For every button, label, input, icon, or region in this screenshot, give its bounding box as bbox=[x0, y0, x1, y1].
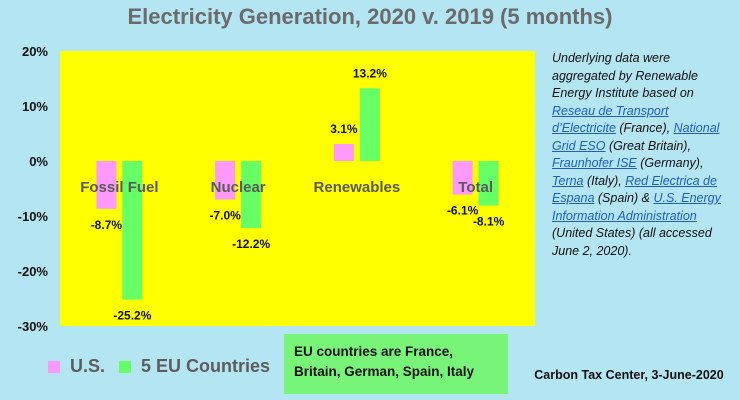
legend-item-us: U.S. bbox=[48, 356, 105, 377]
legend-item-eu: 5 EU Countries bbox=[119, 356, 270, 377]
bar-eu-fossil-fuel bbox=[122, 161, 143, 300]
bar-eu-total bbox=[478, 161, 499, 206]
bar-us-renewables bbox=[333, 143, 354, 161]
y-tick-label: -10% bbox=[18, 209, 49, 224]
source-link-suffix: (France), bbox=[615, 121, 674, 135]
bar-eu-nuclear bbox=[241, 161, 262, 229]
bar-eu-renewables bbox=[359, 88, 380, 161]
credit-text: Carbon Tax Center, 3-June-2020 bbox=[534, 368, 724, 382]
callout-line-1: EU countries are France, bbox=[294, 344, 454, 359]
source-link-2[interactable]: National Grid ESO bbox=[552, 121, 720, 153]
source-link-suffix: (Great Britain), bbox=[605, 138, 691, 153]
callout-line-2: Britain, German, Spain, Italy bbox=[294, 364, 475, 379]
source-link-5[interactable]: Red Electrica de Espana bbox=[552, 173, 717, 206]
eu-countries-callout: EU countries are France, Britain, German… bbox=[284, 334, 508, 394]
category-label: Renewables bbox=[314, 179, 401, 196]
y-tick-label: -20% bbox=[18, 264, 49, 279]
y-tick-label: 0% bbox=[29, 154, 48, 169]
data-label: 13.2% bbox=[353, 66, 387, 80]
source-link-suffix: (Italy), bbox=[583, 173, 626, 188]
legend-label-us: U.S. bbox=[70, 356, 106, 376]
source-link-6[interactable]: U.S. Energy Information Administration bbox=[552, 191, 721, 223]
source-link-suffix: (Germany), bbox=[636, 156, 704, 170]
chart-title: Electricity Generation, 2020 v. 2019 (5 … bbox=[127, 4, 613, 29]
bar-us-fossil-fuel bbox=[96, 161, 117, 209]
data-label: -6.1% bbox=[447, 204, 479, 218]
legend-swatch-us bbox=[48, 360, 60, 373]
bar-us-nuclear bbox=[215, 161, 236, 200]
data-label: -12.2% bbox=[232, 237, 270, 251]
legend-swatch-eu bbox=[119, 360, 132, 373]
legend-label-eu: 5 EU Countries bbox=[141, 356, 271, 376]
source-link-suffix: (Spain) & bbox=[594, 191, 654, 205]
source-intro: Underlying data were aggregated by Renew… bbox=[552, 51, 698, 100]
category-label: Fossil Fuel bbox=[80, 179, 158, 196]
source-link-suffix: (United States) (all accessed June 2, 20… bbox=[552, 226, 712, 258]
data-label: -25.2% bbox=[113, 309, 151, 323]
category-label: Nuclear bbox=[211, 179, 266, 196]
data-label: -8.1% bbox=[473, 215, 505, 229]
bar-us-total bbox=[452, 161, 473, 195]
y-tick-label: 10% bbox=[22, 99, 48, 114]
data-label: -7.0% bbox=[209, 209, 241, 223]
data-label: -8.7% bbox=[91, 218, 123, 232]
y-tick-label: 20% bbox=[22, 44, 48, 59]
source-link-4[interactable]: Terna bbox=[552, 173, 584, 188]
source-note: Underlying data were aggregated by Renew… bbox=[552, 50, 732, 260]
y-tick-label: -30% bbox=[18, 319, 49, 334]
data-label: 3.1% bbox=[330, 122, 358, 136]
source-link-1[interactable]: Reseau de Transport d’Electricite bbox=[552, 103, 669, 136]
category-label: Total bbox=[458, 179, 493, 196]
legend: U.S. 5 EU Countries bbox=[48, 356, 284, 377]
source-link-3[interactable]: Fraunhofer ISE bbox=[552, 156, 637, 170]
